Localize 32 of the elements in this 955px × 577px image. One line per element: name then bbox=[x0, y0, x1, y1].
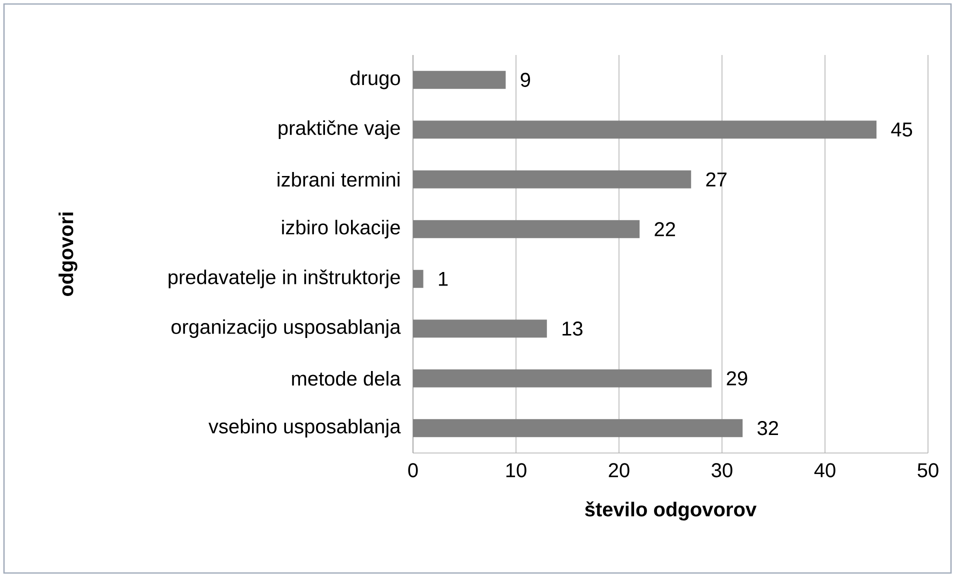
bar bbox=[413, 320, 547, 338]
y-tick-label: metode dela bbox=[292, 371, 401, 386]
data-label: 29 bbox=[726, 371, 748, 386]
x-tick-label: 40 bbox=[814, 463, 836, 478]
x-tick-label: 30 bbox=[712, 463, 732, 478]
data-label: 22 bbox=[654, 222, 675, 236]
data-label: 1 bbox=[438, 272, 448, 286]
y-tick-label: vsebino usposablanja bbox=[208, 418, 401, 438]
y-tick-label: organizacijo usposablanja bbox=[172, 319, 401, 338]
bar bbox=[413, 70, 506, 89]
x-tick-label: 10 bbox=[506, 463, 526, 478]
bar bbox=[413, 419, 743, 438]
bar bbox=[413, 369, 712, 388]
data-label: 32 bbox=[758, 421, 778, 436]
y-tick-label: praktične vaje bbox=[278, 120, 400, 139]
y-tick-label: drugo bbox=[350, 70, 400, 90]
data-label: 9 bbox=[520, 72, 530, 87]
x-tick-label: 50 bbox=[918, 463, 938, 478]
data-label: 27 bbox=[706, 172, 726, 186]
y-axis-title: odgovori bbox=[58, 212, 78, 296]
data-label: 45 bbox=[891, 122, 912, 137]
bar bbox=[413, 220, 640, 238]
y-tick-label: predavatelje in inštruktorje bbox=[168, 270, 400, 288]
bar bbox=[413, 270, 424, 288]
bar bbox=[413, 170, 692, 188]
bar bbox=[413, 120, 876, 139]
y-tick-label: izbrani termini bbox=[278, 172, 400, 187]
x-tick-label: 20 bbox=[608, 463, 630, 478]
data-label: 13 bbox=[562, 322, 582, 336]
x-axis-title: število odgovorov bbox=[585, 501, 757, 520]
y-tick-label: izbiro lokacije bbox=[282, 220, 400, 238]
x-tick-label: 0 bbox=[408, 463, 418, 478]
